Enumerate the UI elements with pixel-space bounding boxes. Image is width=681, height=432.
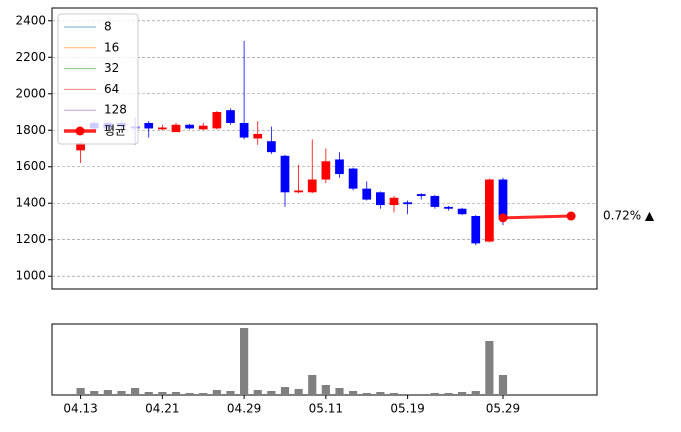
candle-body — [239, 122, 249, 138]
average-label: 0.72% ▲ — [603, 209, 655, 223]
candle-body — [144, 122, 154, 129]
volume-bar — [158, 392, 167, 395]
legend-label: 16 — [104, 40, 119, 54]
volume-bar — [430, 393, 439, 395]
candle-body — [158, 127, 167, 130]
y-tick-label: 1000 — [15, 269, 46, 283]
average-point — [566, 211, 576, 221]
volume-bar — [444, 393, 453, 395]
candle-body — [307, 179, 317, 193]
x-tick-label: 05.29 — [486, 402, 520, 416]
legend-label: 8 — [104, 20, 112, 34]
candle-body — [416, 194, 426, 196]
x-tick-label: 04.29 — [227, 402, 261, 416]
y-tick-label: 1200 — [15, 232, 46, 246]
candle-body — [294, 190, 303, 193]
candle-body — [76, 143, 85, 151]
volume-bar — [185, 393, 194, 395]
legend-label: 32 — [104, 61, 119, 75]
candle-body — [348, 168, 358, 189]
candle-body — [471, 216, 481, 244]
volume-bar — [199, 393, 208, 395]
volume-bar — [226, 391, 235, 395]
volume-bar — [103, 390, 112, 395]
candle-body — [253, 133, 263, 139]
candle-body — [198, 125, 208, 130]
average-line — [502, 214, 572, 220]
legend-label: 평균 — [104, 124, 126, 138]
volume-bar — [349, 391, 358, 395]
volume-bar — [458, 392, 467, 395]
candle-body — [185, 124, 194, 129]
candle-body — [335, 159, 344, 175]
candle-body — [212, 112, 222, 129]
candle-body — [457, 208, 467, 215]
x-tick-label: 04.21 — [145, 402, 179, 416]
volume-bar — [376, 392, 385, 395]
average-point — [498, 213, 508, 223]
candle-body — [498, 179, 508, 218]
volume-bar — [321, 385, 330, 395]
volume-bar — [253, 390, 262, 395]
candle-body — [485, 179, 494, 242]
candle-body — [171, 124, 181, 133]
y-tick-label: 2400 — [15, 13, 46, 27]
volume-bar — [280, 387, 290, 395]
volume-bar — [144, 392, 153, 395]
legend-marker — [75, 126, 85, 136]
legend-box — [57, 13, 139, 145]
volume-bar — [498, 375, 508, 395]
candle-body — [362, 188, 372, 200]
legend: 8 16 32 64 128 평균 — [57, 13, 139, 145]
candle-body — [444, 206, 453, 209]
volume-bar — [267, 391, 276, 395]
y-tick-label: 2200 — [15, 50, 46, 64]
price-frame — [51, 7, 598, 290]
candle-body — [226, 110, 235, 123]
candle-body — [403, 202, 412, 205]
x-tick-label: 05.19 — [390, 402, 424, 416]
y-tick-label: 1600 — [15, 159, 46, 173]
volume-bar — [76, 388, 85, 395]
volume-bar — [417, 394, 426, 395]
y-tick-label: 1400 — [15, 196, 46, 210]
volume-bar — [212, 390, 221, 395]
candle-body — [389, 197, 399, 206]
x-tick-label: 04.13 — [63, 402, 97, 416]
volume-bar — [485, 341, 494, 395]
volume-bar — [335, 388, 344, 395]
volume-bar — [362, 393, 371, 395]
volume-bar — [389, 393, 399, 395]
candle-body — [430, 195, 440, 207]
candle-body — [376, 192, 385, 206]
candle-body — [280, 155, 290, 193]
candle-body — [321, 161, 331, 180]
volume-bar — [294, 389, 303, 395]
y-tick-label: 1800 — [15, 123, 46, 137]
volume-bar — [171, 392, 181, 395]
volume-bar — [131, 388, 140, 395]
volume-bar — [471, 391, 480, 395]
volume-bar — [117, 391, 126, 395]
candle-body — [267, 141, 276, 153]
volume-frame — [51, 323, 598, 396]
y-tick-label: 2000 — [15, 86, 46, 100]
volume-bar — [403, 394, 412, 395]
volume-bar — [240, 328, 249, 395]
x-tick-label: 05.11 — [309, 402, 343, 416]
legend-label: 128 — [104, 103, 127, 117]
legend-label: 64 — [104, 82, 119, 96]
volume-bar — [90, 391, 99, 395]
volume-bar — [308, 375, 317, 395]
